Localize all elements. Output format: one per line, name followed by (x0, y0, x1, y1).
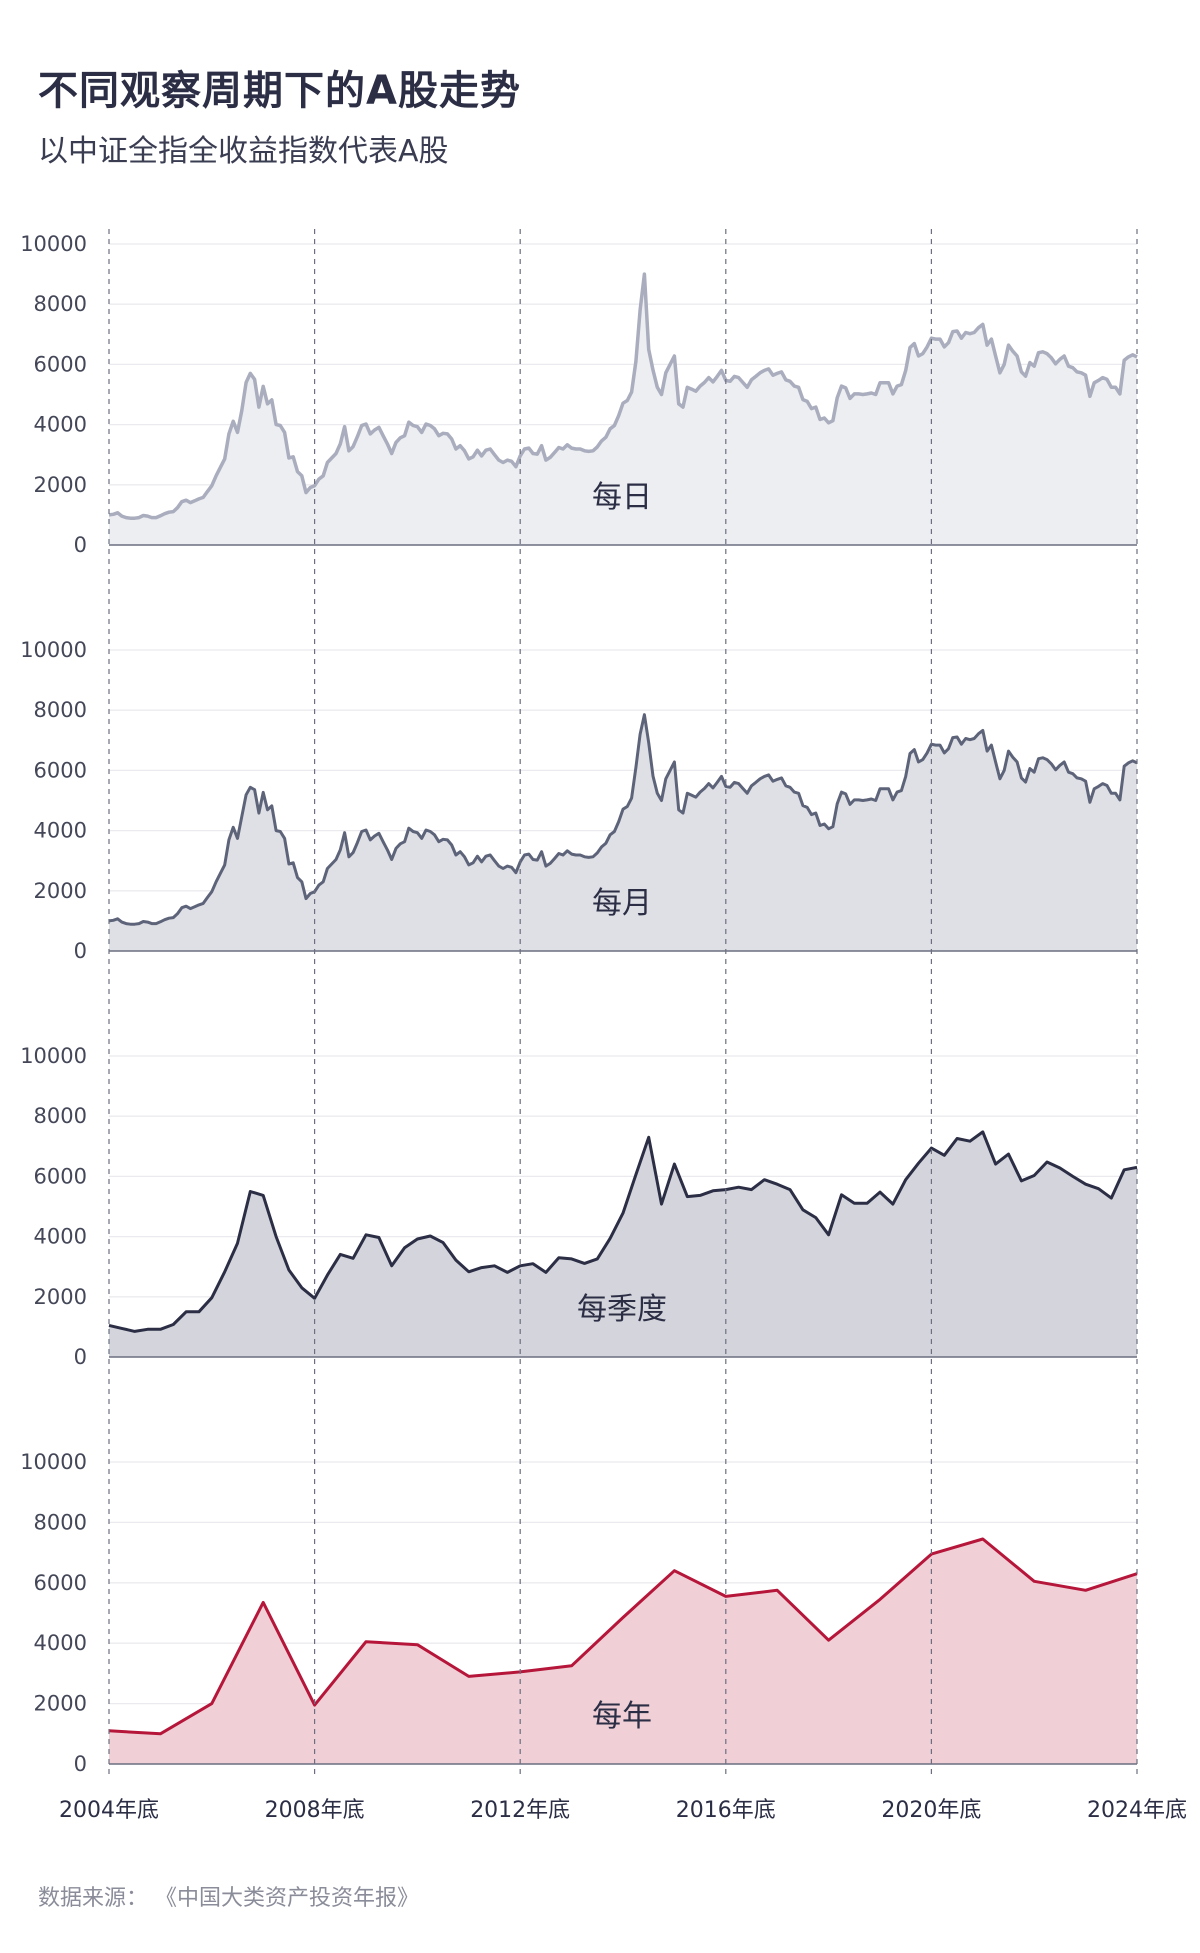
x-tick-label: 2016年底 (676, 1798, 776, 1823)
panel-label: 每月 (592, 886, 652, 921)
y-tick-label: 8000 (34, 292, 87, 316)
y-tick-label: 6000 (34, 758, 87, 782)
y-tick-label: 2000 (34, 473, 87, 497)
y-tick-label: 0 (74, 1752, 87, 1776)
series-line-monthly (108, 713, 1138, 926)
y-tick-label: 4000 (34, 819, 87, 843)
chart-title: 不同观察周期下的A股走势 (38, 68, 521, 114)
y-tick-label: 4000 (34, 1631, 87, 1655)
series-area-quarterly (109, 1131, 1137, 1357)
panel-label: 每季度 (577, 1292, 667, 1327)
y-tick-label: 0 (74, 533, 87, 557)
x-tick-label: 2004年底 (59, 1798, 159, 1823)
y-tick-label: 8000 (34, 1104, 87, 1128)
x-tick-label: 2024年底 (1087, 1798, 1187, 1823)
x-tick-label: 2012年底 (470, 1798, 570, 1823)
y-tick-label: 4000 (34, 413, 87, 437)
series-area-daily (109, 274, 1137, 545)
panel-label: 每年 (592, 1699, 652, 1734)
y-tick-label: 6000 (34, 352, 87, 376)
y-tick-label: 6000 (34, 1164, 87, 1188)
y-tick-label: 8000 (34, 1510, 87, 1534)
y-tick-label: 2000 (34, 1692, 87, 1716)
series-line-yearly (108, 1537, 1138, 1736)
chart-subtitle: 以中证全指全收益指数代表A股 (38, 134, 449, 169)
y-tick-label: 6000 (34, 1571, 87, 1595)
y-tick-label: 0 (74, 1345, 87, 1369)
series-line-quarterly (108, 1130, 1138, 1333)
panel-label: 每日 (592, 480, 652, 515)
y-tick-label: 0 (74, 939, 87, 963)
y-tick-label: 10000 (20, 1450, 87, 1474)
y-tick-label: 10000 (20, 1044, 87, 1068)
y-tick-label: 2000 (34, 1285, 87, 1309)
y-tick-label: 2000 (34, 879, 87, 903)
y-tick-label: 4000 (34, 1225, 87, 1249)
y-tick-label: 10000 (20, 638, 87, 662)
series-area-monthly (109, 714, 1137, 951)
x-tick-label: 2020年底 (881, 1798, 981, 1823)
x-tick-label: 2008年底 (265, 1798, 365, 1823)
source-note: 数据来源： 《中国大类资产投资年报》 (38, 1886, 419, 1911)
y-tick-label: 10000 (20, 232, 87, 256)
y-tick-label: 8000 (34, 698, 87, 722)
series-line-daily (108, 272, 1138, 520)
series-area-yearly (109, 1539, 1137, 1764)
